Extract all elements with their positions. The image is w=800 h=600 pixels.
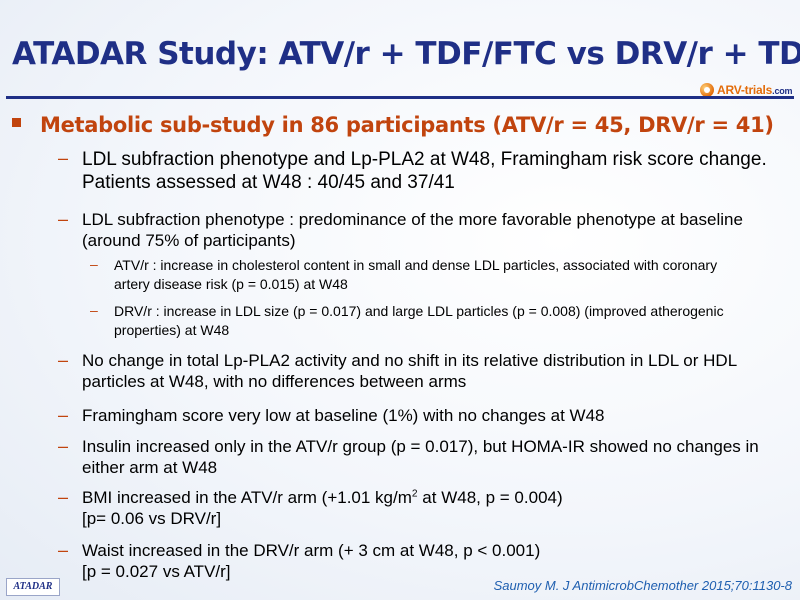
slide-title: ATADAR Study: ATV/r + TDF/FTC vs DRV/r +…: [12, 36, 800, 72]
logo-icon: [700, 83, 714, 97]
bullet-text: No change in total Lp-PLA2 activity and …: [82, 351, 737, 391]
reference-citation: Saumoy M. J AntimicrobChemother 2015;70:…: [493, 578, 792, 593]
bmi-comparison: [p= 0.06 vs DRV/r]: [82, 509, 222, 528]
waist-text: Waist increased in the DRV/r arm (+ 3 cm…: [82, 541, 541, 560]
bullet-text: DRV/r : increase in LDL size (p = 0.017)…: [114, 303, 724, 338]
logo-suffix: .com: [772, 86, 793, 96]
bullet-text: ATV/r : increase in cholesterol content …: [114, 257, 718, 292]
bmi-text: BMI increased in the ATV/r arm (+1.01 kg…: [82, 488, 412, 507]
dash-bullet: –: [58, 405, 69, 425]
bullet-text: Insulin increased only in the ATV/r grou…: [82, 437, 759, 477]
waist-comparison: [p = 0.027 vs ATV/r]: [82, 562, 231, 581]
dash-bullet: –: [58, 436, 69, 456]
bullet-text: Waist increased in the DRV/r arm (+ 3 cm…: [82, 540, 782, 582]
dash-bullet: –: [58, 487, 69, 507]
logo-text: ARV-trials.com: [717, 83, 793, 97]
dash-bullet: –: [58, 540, 69, 560]
bullet-text: LDL subfraction phenotype : predominance…: [82, 210, 743, 250]
dash-bullet: –: [58, 350, 69, 370]
bullet-text: LDL subfraction phenotype and Lp-PLA2 at…: [82, 149, 767, 193]
logo-brand: ARV-trials: [717, 83, 773, 97]
square-bullet-icon: [12, 118, 21, 127]
dash-bullet: –: [90, 302, 98, 318]
bmi-text-end: at W48, p = 0.004): [417, 488, 563, 507]
title-underline: [6, 96, 794, 99]
main-bullet: Metabolic sub-study in 86 participants (…: [40, 113, 774, 137]
dash-bullet: –: [58, 148, 69, 168]
study-badge: ATADAR: [6, 578, 60, 596]
dash-bullet: –: [90, 256, 98, 272]
superscript: 2: [411, 488, 418, 500]
dash-bullet: –: [58, 209, 69, 229]
bullet-text: BMI increased in the ATV/r arm (+1.01 kg…: [82, 487, 782, 529]
arv-trials-logo: ARV-trials.com: [700, 82, 793, 98]
bullet-text: Framingham score very low at baseline (1…: [82, 406, 605, 425]
